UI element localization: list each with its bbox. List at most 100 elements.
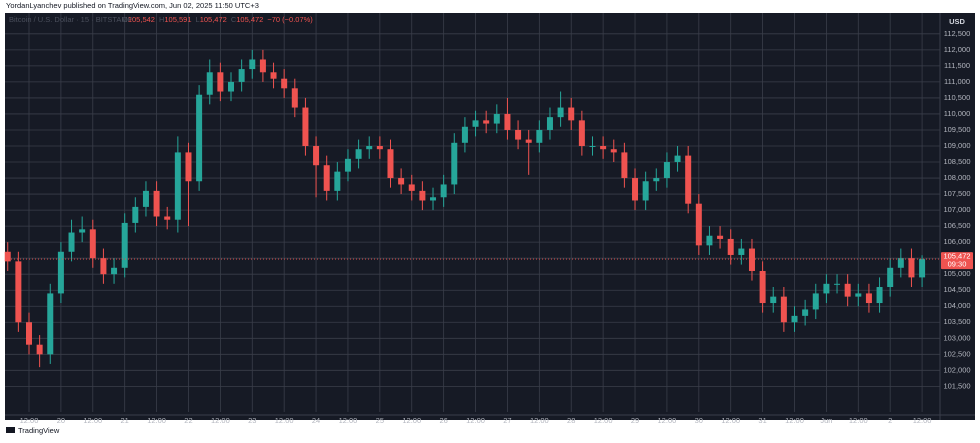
- candle-body: [812, 293, 819, 310]
- y-tick-label: 102,000: [943, 365, 970, 374]
- candle-body: [26, 322, 32, 345]
- x-tick-label: 12:00: [83, 416, 102, 425]
- candle-body: [919, 259, 926, 278]
- y-tick-label: 103,000: [943, 333, 970, 342]
- candle-body: [366, 146, 373, 150]
- candle-body: [355, 149, 362, 159]
- y-tick-label: 104,500: [943, 285, 970, 294]
- candle-body: [89, 229, 96, 259]
- candle-body: [887, 267, 894, 288]
- x-tick-label: 12:00: [466, 416, 485, 425]
- candle-body: [685, 155, 692, 204]
- candle-body: [674, 155, 681, 163]
- candle-body: [313, 146, 320, 166]
- x-tick-label: 23: [248, 416, 256, 425]
- x-tick-label: 12:00: [20, 416, 39, 425]
- countdown: 09:30: [948, 260, 967, 269]
- legend-key: C: [231, 15, 237, 24]
- candle-body: [908, 258, 915, 278]
- legend-key: O: [122, 15, 128, 24]
- candle-body: [834, 283, 841, 285]
- x-tick-label: 12:00: [913, 416, 932, 425]
- candle-body: [174, 152, 181, 220]
- candle-body: [546, 117, 553, 130]
- candle-body: [717, 235, 724, 239]
- candle-body: [621, 152, 628, 179]
- candle-body: [100, 258, 107, 275]
- y-tick-label: 111,500: [944, 61, 970, 70]
- legend-change: −70 (−0.07%): [267, 15, 313, 24]
- last-price-label: 105,472: [943, 252, 970, 261]
- y-tick-label: 102,500: [943, 349, 970, 358]
- candle-body: [398, 178, 405, 185]
- candle-body: [897, 258, 904, 268]
- candle-body: [770, 296, 777, 304]
- candle-body: [419, 190, 426, 201]
- legend-value: 105,472: [236, 15, 263, 24]
- y-tick-label: 103,500: [943, 317, 970, 326]
- candle-body: [302, 107, 309, 146]
- candle-body: [557, 107, 564, 118]
- candle-body: [525, 139, 532, 143]
- last-price-badge: [941, 252, 973, 270]
- candle-body: [270, 72, 277, 79]
- x-tick-label: 27: [503, 416, 511, 425]
- x-tick-label: 12:00: [402, 416, 421, 425]
- candle-body: [727, 238, 734, 255]
- y-tick-label: 108,500: [943, 157, 970, 166]
- candle-body: [865, 293, 872, 304]
- y-tick-label: 111,000: [944, 77, 970, 86]
- candle-body: [632, 178, 639, 201]
- candle-body: [663, 162, 670, 179]
- legend-key: L: [196, 15, 200, 24]
- x-tick-label: 12:00: [849, 416, 868, 425]
- x-tick-label: 21: [121, 416, 129, 425]
- x-tick-label: 30: [695, 416, 703, 425]
- x-tick-label: 20: [57, 416, 65, 425]
- candle-body: [504, 113, 511, 130]
- candle-body: [142, 190, 149, 207]
- y-tick-label: 106,500: [943, 221, 970, 230]
- candle-body: [791, 315, 798, 323]
- candle-body: [430, 197, 437, 201]
- candle-body: [196, 94, 203, 182]
- candle-body: [472, 120, 479, 127]
- y-tick-label: 106,000: [943, 237, 970, 246]
- candle-body: [249, 59, 256, 70]
- candle-body: [759, 270, 766, 304]
- candle-body: [259, 59, 266, 73]
- candle-body: [440, 184, 447, 198]
- candle-body: [291, 88, 298, 108]
- candle-body: [376, 146, 383, 150]
- y-tick-label: 107,500: [943, 189, 970, 198]
- symbol: Bitcoin / U.S. Dollar · 15 · BITSTAMP: [9, 15, 133, 24]
- candle-body: [568, 107, 575, 121]
- x-tick-label: 12:00: [275, 416, 294, 425]
- x-tick-label: 12:00: [594, 416, 613, 425]
- candle-body: [238, 69, 245, 82]
- candle-body: [15, 261, 22, 323]
- candle-body: [610, 149, 617, 153]
- x-tick-label: 12:00: [339, 416, 358, 425]
- legend-value: 105,542: [128, 15, 155, 24]
- ohlc-legend: O105,542 H105,591 L105,472 C105,472 −70 (−0.…: [122, 15, 313, 24]
- x-tick-label: 12:00: [721, 416, 740, 425]
- candle-body: [461, 126, 468, 143]
- legend-value: 105,591: [164, 15, 191, 24]
- x-tick-label: Jun: [820, 416, 832, 425]
- x-tick-label: 2: [888, 416, 892, 425]
- y-tick-label: 104,000: [943, 301, 970, 310]
- candle-body: [344, 158, 351, 172]
- candle-body: [855, 293, 862, 297]
- y-tick-label: 112,500: [944, 29, 971, 38]
- candle-body: [536, 129, 543, 143]
- x-tick-label: 28: [567, 416, 575, 425]
- candle-body: [4, 251, 11, 262]
- candle-body: [68, 232, 75, 252]
- candle-body: [493, 113, 500, 124]
- x-tick-label: 12:00: [147, 416, 166, 425]
- candle-body: [706, 235, 713, 246]
- candle-body: [600, 146, 607, 150]
